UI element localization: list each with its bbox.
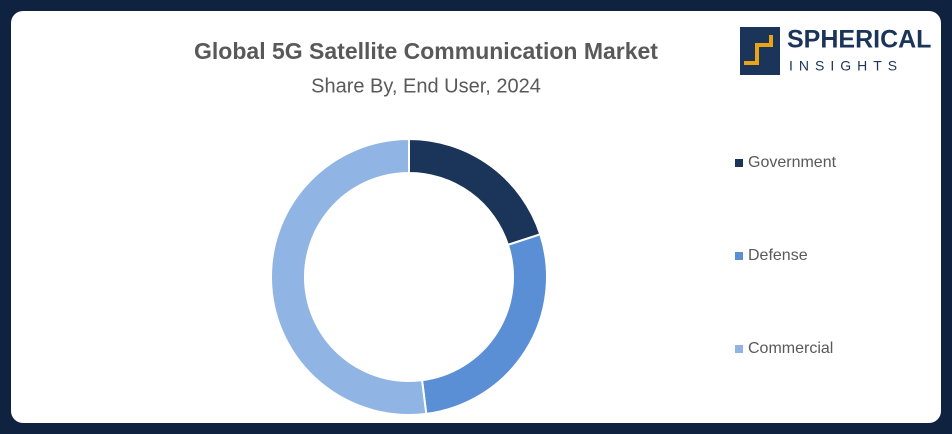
chart-title: Global 5G Satellite Communication Market [194,38,658,64]
donut-segment [270,137,428,416]
legend-swatch [735,252,743,260]
logo-tagline: INSIGHTS [789,58,903,74]
legend-swatch [735,345,743,353]
legend-label: Commercial [748,340,833,357]
chart: Global 5G Satellite Communication Market… [11,11,941,423]
logo-icon [740,27,780,75]
legend-swatch [735,159,743,167]
logo: SPHERICAL INSIGHTS [740,26,931,75]
donut-segment [420,233,548,416]
donut-segment [408,137,542,247]
chart-subtitle: Share By, End User, 2024 [311,75,541,97]
legend-label: Government [748,154,837,171]
logo-mark [744,35,773,65]
logo-name: SPHERICAL [787,26,931,54]
legend-label: Defense [748,247,808,264]
